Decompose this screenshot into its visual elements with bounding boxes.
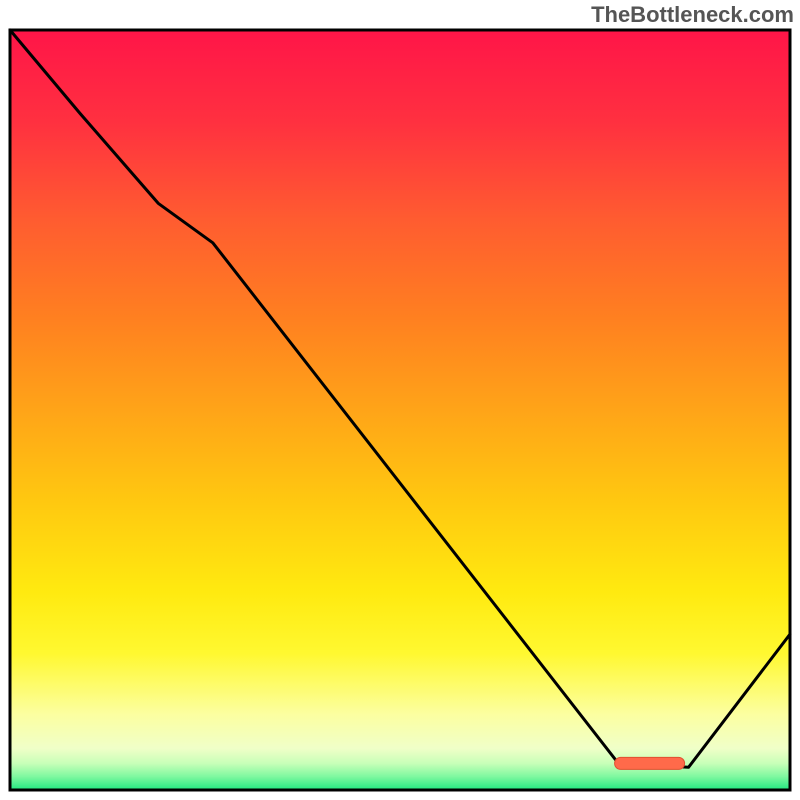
optimal-range-marker — [615, 757, 685, 769]
watermark-text: TheBottleneck.com — [591, 2, 794, 28]
gradient-background — [10, 30, 790, 790]
chart-svg — [0, 0, 800, 800]
chart-container: TheBottleneck.com — [0, 0, 800, 800]
